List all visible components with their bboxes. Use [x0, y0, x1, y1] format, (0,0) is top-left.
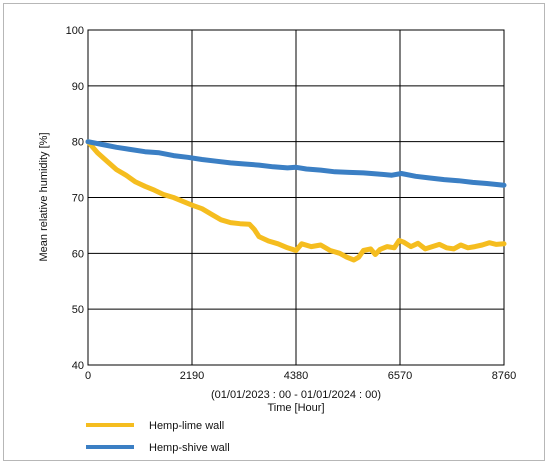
x-axis-ticks: 0 2190 4380 6570 8760	[85, 370, 516, 382]
y-axis-title: Mean relative humidity [%]	[38, 133, 50, 262]
y-tick-label: 50	[72, 304, 84, 316]
y-tick-label: 40	[72, 360, 84, 372]
grid-lines	[88, 30, 504, 365]
y-tick-label: 90	[72, 81, 84, 93]
line-chart: 40 50 60 70 80 90 100 0 2190 4380 6570 8760 (01/01…	[38, 25, 516, 454]
x-axis-sublabel: (01/01/2023 : 00 - 01/01/2024 : 00)	[211, 389, 381, 401]
y-tick-label: 60	[72, 248, 84, 260]
x-axis-title: Time [Hour]	[267, 402, 324, 414]
x-tick-label: 8760	[492, 370, 516, 382]
y-tick-label: 80	[72, 137, 84, 149]
legend-label: Hemp-shive wall	[149, 442, 230, 454]
y-tick-label: 70	[72, 193, 84, 205]
series-line-hemp-shive	[85, 139, 507, 188]
y-axis-ticks: 40 50 60 70 80 90 100	[66, 25, 84, 372]
legend: Hemp-lime wall Hemp-shive wall	[86, 420, 230, 454]
series-line-hemp-lime	[85, 139, 507, 263]
chart-frame: 40 50 60 70 80 90 100 0 2190 4380 6570 8760 (01/01…	[3, 3, 545, 461]
x-tick-label: 2190	[180, 370, 204, 382]
x-tick-label: 6570	[388, 370, 412, 382]
x-tick-label: 0	[85, 370, 91, 382]
y-tick-label: 100	[66, 25, 84, 37]
data-series	[85, 139, 507, 263]
x-tick-label: 4380	[284, 370, 308, 382]
legend-label: Hemp-lime wall	[149, 420, 224, 432]
